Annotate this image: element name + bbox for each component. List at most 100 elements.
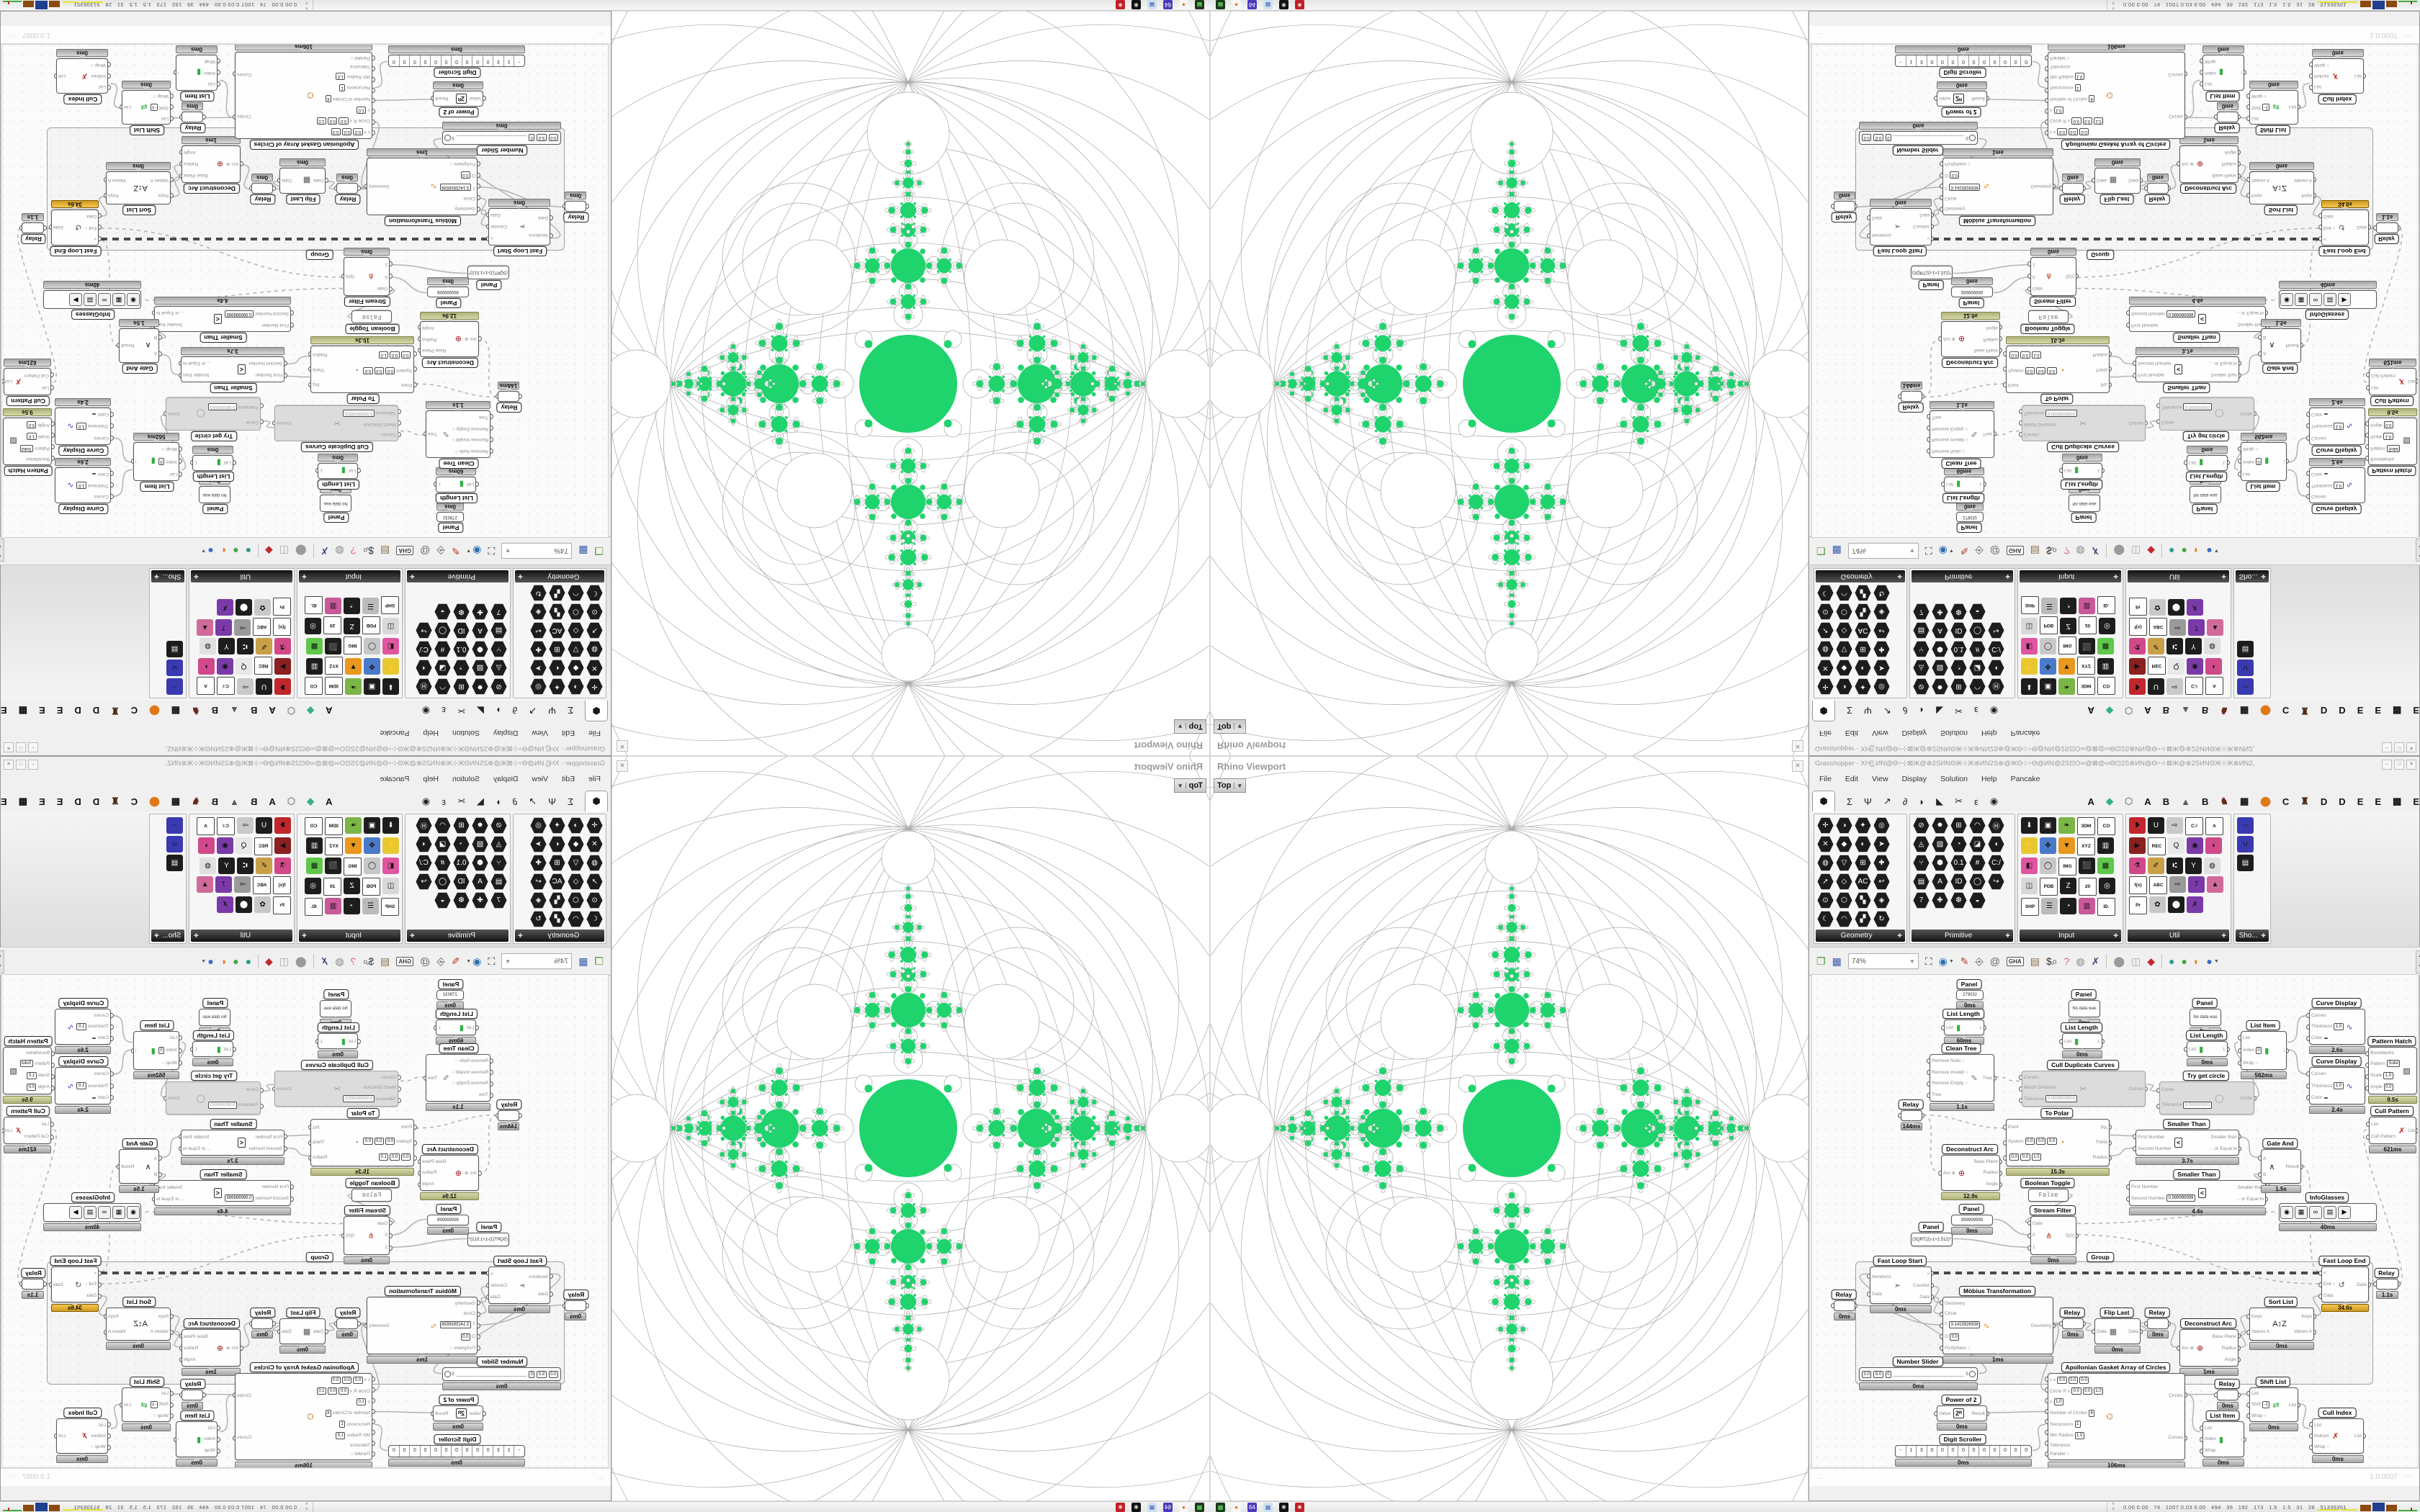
value-chip[interactable]: 0.0 [2071, 1387, 2081, 1395]
rhino-viewport[interactable]: Rhino Viewport ✕ Top ▼ [611, 756, 1210, 1502]
component-icon[interactable]: ▥ [2097, 658, 2114, 675]
component-icon[interactable]: ◔ [453, 660, 470, 676]
value-chip[interactable]: 1.0 [76, 1082, 86, 1089]
node-fast-loop-start[interactable]: Iterations Data ➣ > Counter Data [1870, 208, 1932, 246]
component-icon[interactable]: ◯ [434, 622, 451, 639]
palette-group-label[interactable]: Input ✚ [2020, 930, 2121, 942]
node-relay-right[interactable] [2147, 183, 2169, 194]
component-icon[interactable]: ▲ [2207, 619, 2223, 636]
node-label-relay-fle[interactable]: Relay [21, 234, 46, 244]
component-icon[interactable]: 7 [2188, 876, 2205, 893]
component-icon[interactable]: ⇨ [237, 678, 254, 695]
component-icon[interactable]: ⑂ [490, 641, 507, 657]
node-label-fast-loop-end[interactable]: Fast Loop End [50, 1256, 102, 1266]
node-label-infoglasses[interactable]: InfoGlasses [2305, 1192, 2349, 1202]
component-icon[interactable]: ➚ [586, 622, 603, 639]
node-label-list-length-1[interactable]: List Length [1942, 493, 1984, 503]
component-icon[interactable]: ▥ [306, 837, 323, 854]
node-label-panel-nodata-1[interactable]: Panel [2071, 513, 2097, 523]
value-chip[interactable]: 0.0 [400, 351, 411, 359]
tab-plugin-13[interactable]: D [74, 796, 81, 807]
value-chip[interactable]: 0.0 [1950, 171, 1960, 179]
expand-icon[interactable]: ✚ [2221, 932, 2226, 939]
component-icon[interactable]: ⬡ [568, 892, 584, 909]
value-chip[interactable]: 0.0 [27, 421, 37, 429]
value-chip[interactable] [92, 413, 97, 415]
digit-cell[interactable]: 0 [1926, 1446, 1937, 1457]
palette-group-label[interactable]: Util ✚ [191, 930, 292, 942]
component-icon[interactable]: ❆ [453, 892, 470, 909]
node-label-curve-display-2[interactable]: Curve Display [58, 1056, 109, 1066]
value-chip[interactable]: 1.0 [2074, 1431, 2084, 1439]
component-icon[interactable]: Z [2060, 618, 2076, 634]
component-icon[interactable]: ⇨ [2169, 619, 2186, 636]
node-label-fast-loop-end[interactable]: Fast Loop End [2318, 246, 2370, 256]
node-number-slider[interactable]: 0.0 5.0 0 5 [1859, 131, 1978, 145]
node-relay-left[interactable] [1834, 201, 1855, 212]
definition-canvas[interactable]: Panel 279032 0ms List Length List ▮ L 60ms Clean… [1, 44, 609, 538]
value-chip[interactable]: 1 [2074, 1421, 2081, 1428]
component-icon[interactable]: ▤ [166, 855, 183, 871]
gha-assembler-button[interactable]: GHA [2006, 956, 2024, 966]
slider-value[interactable]: 0 [1885, 134, 1892, 142]
digit-cell[interactable]: 0 [462, 55, 473, 66]
node-label-stream-filter[interactable]: Stream Filter [344, 1205, 390, 1215]
component-icon[interactable]: SHP [381, 596, 399, 614]
component-icon[interactable]: A [197, 817, 215, 835]
floppy64-icon[interactable]: 64 [1163, 1503, 1173, 1512]
component-icon[interactable]: CO [2097, 817, 2115, 835]
node-panel-999999999[interactable]: 999999999 [427, 287, 469, 297]
node-fast-loop-start[interactable]: Iterations Data ➣ > Counter Data [488, 208, 550, 246]
node-relay-right[interactable] [2147, 1318, 2169, 1329]
component-icon[interactable]: ◗ [2205, 837, 2222, 854]
component-icon[interactable]: ✿ [254, 896, 271, 913]
preview-wire-button[interactable]: ◫ [279, 545, 289, 557]
node-label-to-polar[interactable]: To Polar [2040, 1108, 2074, 1118]
expand-icon[interactable]: ✚ [302, 573, 307, 580]
node-label-list-item-562[interactable]: List Item [140, 1020, 174, 1030]
slider-rail[interactable] [1894, 1368, 1964, 1377]
slider-knob[interactable] [444, 135, 451, 141]
node-fast-loop-start[interactable]: Iterations Data ➣ > Counter Data [488, 1266, 550, 1304]
node-list-length-2[interactable]: List ▮ L [318, 463, 358, 479]
component-icon[interactable]: ID [453, 873, 470, 890]
report-button[interactable]: ▤ [380, 955, 390, 968]
node-pattern-hatch[interactable]: Boundaries Pattern Solid Scale 1.0 Angle 0.0 ▨ [3, 1047, 52, 1094]
value-chip[interactable]: 0.0 [460, 1333, 470, 1341]
node-label-relay-right[interactable]: Relay [2144, 1308, 2170, 1318]
node-label-flip-last[interactable]: Flip Last [286, 194, 321, 204]
mini-icon-button[interactable]: ▤ [2323, 293, 2336, 306]
grasshopper-title-bar[interactable]: Grasshopper - XH[].ИN@Ө÷⊹⊠Ж@⊕2SИNΘЖ⊹Ж⊕ИN… [1809, 757, 2419, 771]
sphere-teal-button[interactable]: ● [246, 955, 251, 967]
slider-rail[interactable] [456, 135, 526, 144]
digit-cell[interactable]: 0 [1937, 55, 1948, 66]
node-label-list-length-2[interactable]: List Length [318, 480, 359, 490]
preview-shaded-button[interactable]: ◆ [265, 545, 273, 557]
tab-plugin-15[interactable]: E [38, 796, 45, 807]
component-icon[interactable]: ◖ [416, 660, 432, 676]
component-icon[interactable]: ✸ [472, 817, 488, 834]
node-label-to-polar[interactable]: To Polar [346, 1108, 380, 1118]
node-pattern-hatch[interactable]: Boundaries Pattern Solid Scale 1.0 Angle 0.0 ▨ [2368, 1047, 2417, 1094]
component-icon[interactable]: ⬛ [325, 858, 341, 874]
calculator-icon[interactable]: ▦ [1263, 0, 1273, 9]
node-label-sort-list[interactable]: Sort List [2264, 1297, 2298, 1307]
value-chip[interactable]: 1.0 [76, 482, 86, 490]
component-icon[interactable]: ◇ [1836, 622, 1852, 639]
node-label-list-item-2[interactable]: List Item [2205, 91, 2240, 102]
component-icon[interactable]: ↩ [1873, 873, 1890, 890]
expand-icon[interactable]: ✚ [2005, 573, 2010, 580]
palette-group-label[interactable]: Geometry ✚ [1816, 570, 1905, 582]
balloon-button[interactable]: ◍ [2076, 545, 2084, 557]
component-icon[interactable]: ID [453, 622, 470, 639]
component-icon[interactable]: ❧ [345, 817, 362, 834]
node-label-sort-list[interactable]: Sort List [2264, 205, 2298, 215]
component-icon[interactable]: ✗ [2187, 599, 2203, 616]
value-chip[interactable]: 3.1415926536 [439, 1320, 472, 1328]
node-relay-left[interactable] [565, 201, 586, 212]
component-icon[interactable]: ID [1950, 873, 1967, 890]
component-icon[interactable]: ➚ [1817, 873, 1834, 890]
node-label-deconstruct-arc-2[interactable]: Deconstruct Arc [2180, 184, 2236, 194]
node-label-relay-a[interactable]: Relay [496, 402, 522, 413]
node-cull-index[interactable]: List Indices Wrap ○ ✗ List [56, 58, 108, 94]
